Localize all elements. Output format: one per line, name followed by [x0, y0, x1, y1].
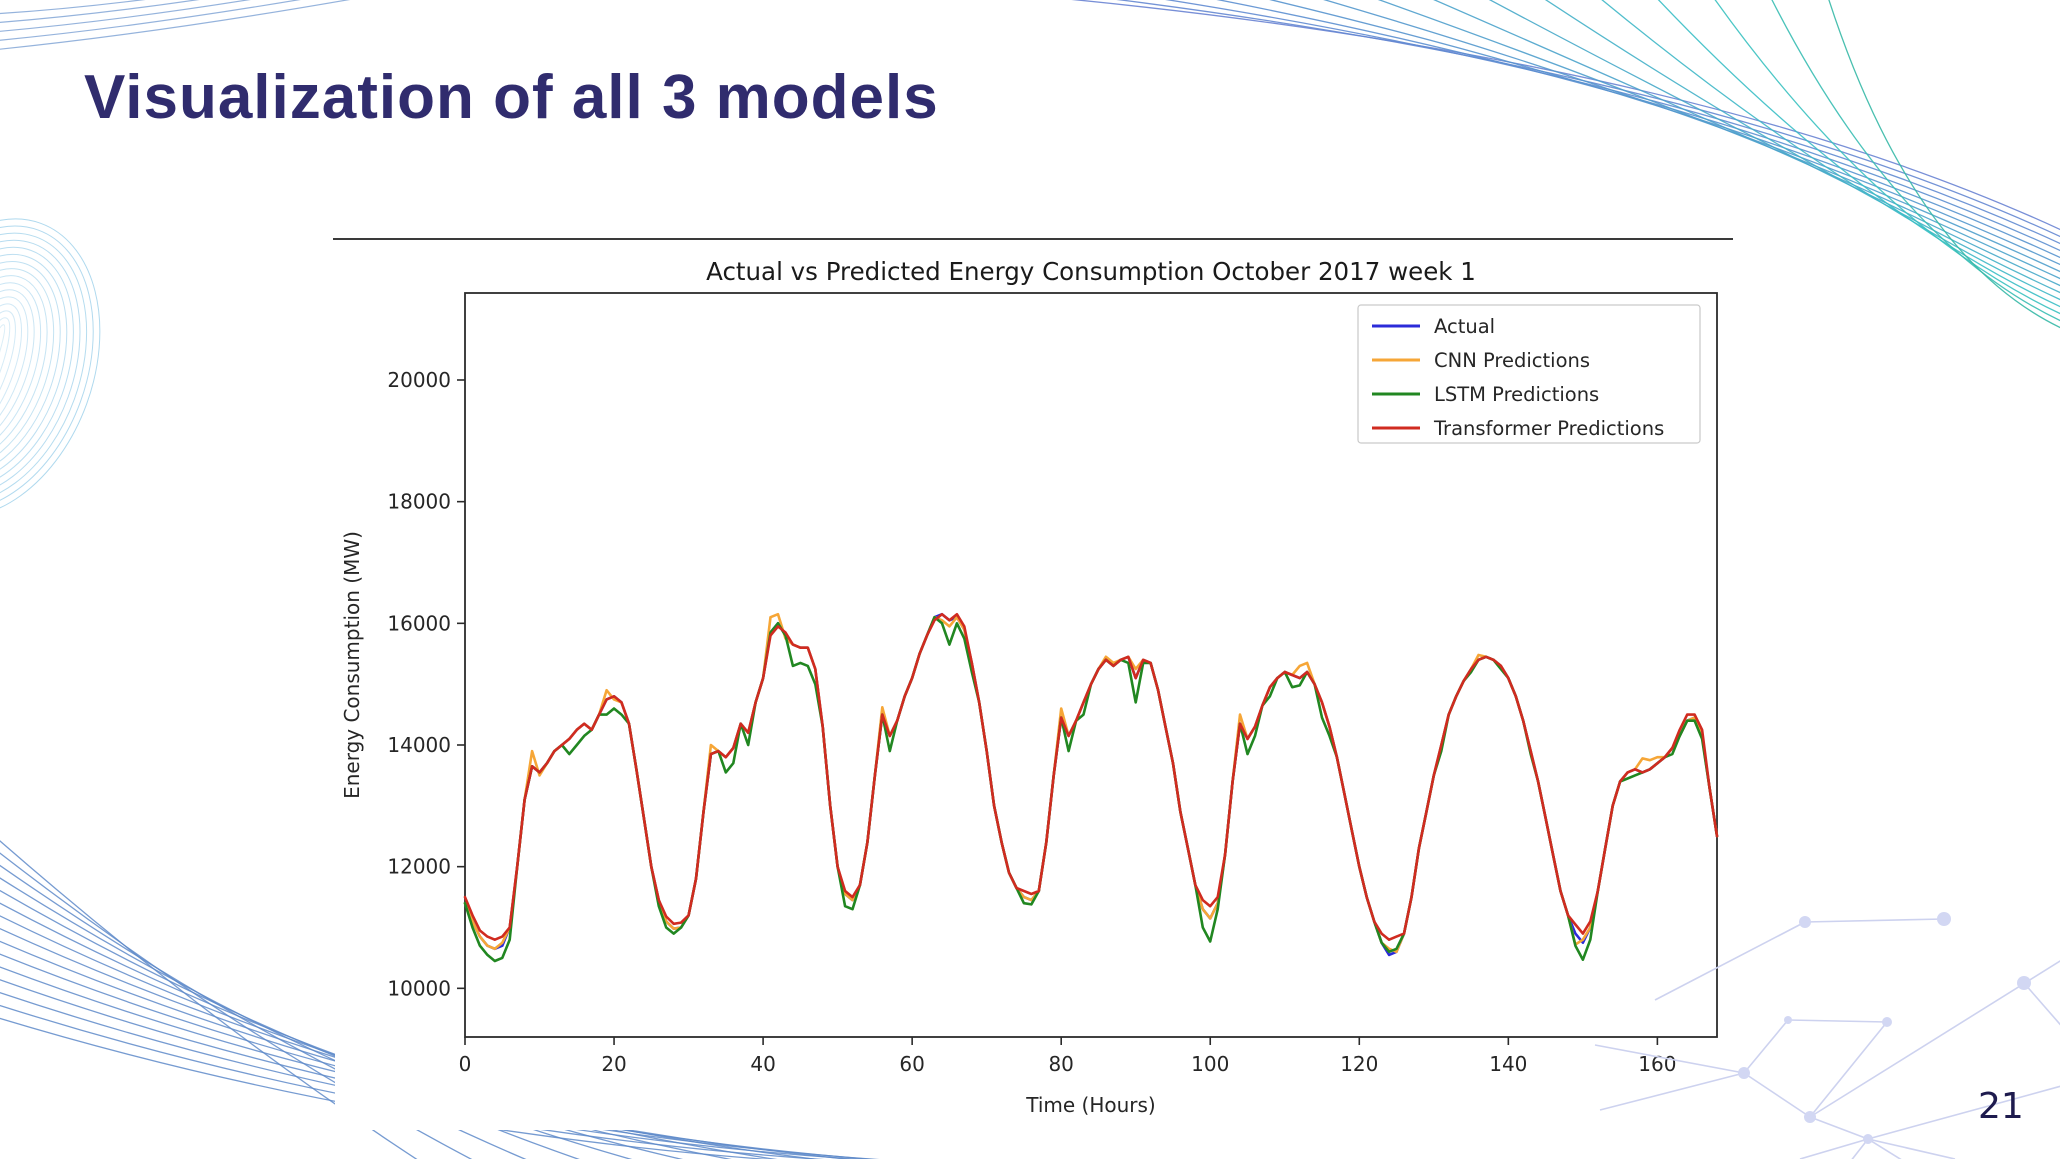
- series-line-transformer-predictions: [463, 612, 1719, 942]
- wave-ellipse: [0, 261, 61, 475]
- legend-box: [1357, 304, 1701, 444]
- chart-top-divider: [333, 238, 1733, 240]
- wave-line: [1377, 0, 2060, 273]
- wave-line: [0, 0, 301, 41]
- x-tick-label: 120: [1340, 1052, 1378, 1076]
- page-number: 21: [1978, 1086, 2024, 1127]
- wave-line: [1269, 0, 2060, 259]
- wave-line: [1488, 0, 2060, 287]
- wave-lines-left-decoration: [0, 218, 101, 518]
- x-tick-label: 20: [601, 1052, 626, 1076]
- wave-line: [1714, 0, 2060, 315]
- legend-label-actual: Actual: [1434, 315, 1495, 338]
- wave-ellipse: [0, 239, 81, 497]
- x-tick-label: 40: [750, 1052, 775, 1076]
- wave-line: [1165, 0, 2060, 245]
- wave-ellipse: [0, 310, 16, 426]
- y-tick-label: 10000: [387, 976, 451, 1000]
- wave-ellipse: [0, 303, 23, 433]
- constellation-edge: [1809, 1021, 1888, 1118]
- constellation-edge: [2023, 982, 2060, 1026]
- wave-ellipse: [0, 246, 74, 490]
- x-tick-label: 160: [1638, 1052, 1676, 1076]
- wave-line: [1828, 0, 2060, 329]
- energy-consumption-chart: 0 20 40 60 80 100 120 140 160 10000 12000 14000 1600…: [335, 250, 1745, 1130]
- y-tick-label: 12000: [387, 855, 451, 879]
- wave-ellipse: [0, 296, 29, 440]
- constellation-node: [2017, 976, 2031, 990]
- x-tick-label: 140: [1489, 1052, 1527, 1076]
- x-tick-label: 100: [1191, 1052, 1229, 1076]
- constellation-edge: [1787, 1019, 1888, 1023]
- constellation-edge: [1867, 1085, 2060, 1140]
- wave-ellipse: [0, 232, 88, 504]
- wave-line: [1116, 0, 2060, 238]
- y-tick-label: 20000: [387, 368, 451, 392]
- wave-line: [1216, 0, 2060, 252]
- constellation-node: [1784, 1016, 1792, 1024]
- constellation-node: [1882, 1017, 1892, 1027]
- slide-title: Visualization of all 3 models: [84, 63, 939, 132]
- wave-ellipse: [0, 324, 6, 412]
- constellation-edge: [1851, 1138, 1869, 1159]
- wave-line: [0, 0, 351, 50]
- wave-ellipse: [0, 268, 55, 468]
- wave-line: [1771, 0, 2060, 322]
- wave-line: [0, 0, 200, 23]
- plot-frame: [464, 292, 1718, 1038]
- constellation-node: [1937, 912, 1951, 926]
- wave-line: [1070, 0, 2060, 231]
- x-tick-label: 0: [459, 1052, 472, 1076]
- wave-ellipse: [0, 253, 68, 483]
- y-tick-label: 18000: [387, 490, 451, 514]
- y-tick-label: 14000: [387, 733, 451, 757]
- constellation-edge: [1799, 1138, 1869, 1159]
- x-tick-label: 60: [899, 1052, 924, 1076]
- wave-ellipse: [0, 282, 42, 454]
- constellation-node: [1863, 1134, 1873, 1144]
- legend: Actual CNN Predictions LSTM Predictions Tra…: [1357, 304, 1701, 444]
- x-tick-label: 80: [1048, 1052, 1073, 1076]
- wave-line: [1323, 0, 2060, 266]
- constellation-edge: [1867, 1138, 1902, 1159]
- wave-ellipse: [0, 317, 11, 419]
- wave-line: [1433, 0, 2060, 280]
- chart-title: Actual vs Predicted Energy Consumption O…: [706, 257, 1476, 286]
- constellation-edge: [1809, 1116, 1869, 1140]
- y-axis-label: Energy Consumption (MW): [340, 531, 364, 799]
- wave-ellipse: [0, 218, 101, 518]
- constellation-edge: [1804, 918, 1945, 923]
- legend-label-lstm-predictions: LSTM Predictions: [1434, 383, 1599, 406]
- constellation-edge: [1867, 1138, 1956, 1159]
- wave-ellipse: [0, 225, 94, 511]
- legend-label-cnn-predictions: CNN Predictions: [1434, 349, 1590, 372]
- x-axis-label: Time (Hours): [1025, 1093, 1156, 1117]
- constellation-node: [1799, 916, 1811, 928]
- constellation-edge: [1743, 1072, 1811, 1118]
- wave-line: [0, 0, 146, 15]
- wave-line: [0, 0, 251, 32]
- wave-ellipse: [0, 275, 48, 461]
- legend-label-transformer-predictions: Transformer Predictions: [1433, 417, 1664, 440]
- constellation-node: [1804, 1111, 1816, 1123]
- constellation-edge: [1743, 1019, 1789, 1074]
- y-tick-label: 16000: [387, 611, 451, 635]
- wave-ellipse: [0, 289, 35, 447]
